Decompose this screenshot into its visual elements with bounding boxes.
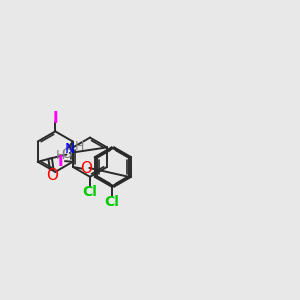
Text: N: N bbox=[64, 142, 75, 156]
Text: Cl: Cl bbox=[104, 195, 119, 209]
Text: Cl: Cl bbox=[82, 185, 98, 200]
Text: I: I bbox=[58, 154, 63, 169]
Text: O: O bbox=[61, 147, 72, 161]
Text: H: H bbox=[74, 140, 84, 153]
Text: H: H bbox=[56, 149, 65, 162]
Text: I: I bbox=[52, 112, 58, 127]
Text: O: O bbox=[46, 168, 58, 183]
Text: O: O bbox=[80, 161, 92, 176]
